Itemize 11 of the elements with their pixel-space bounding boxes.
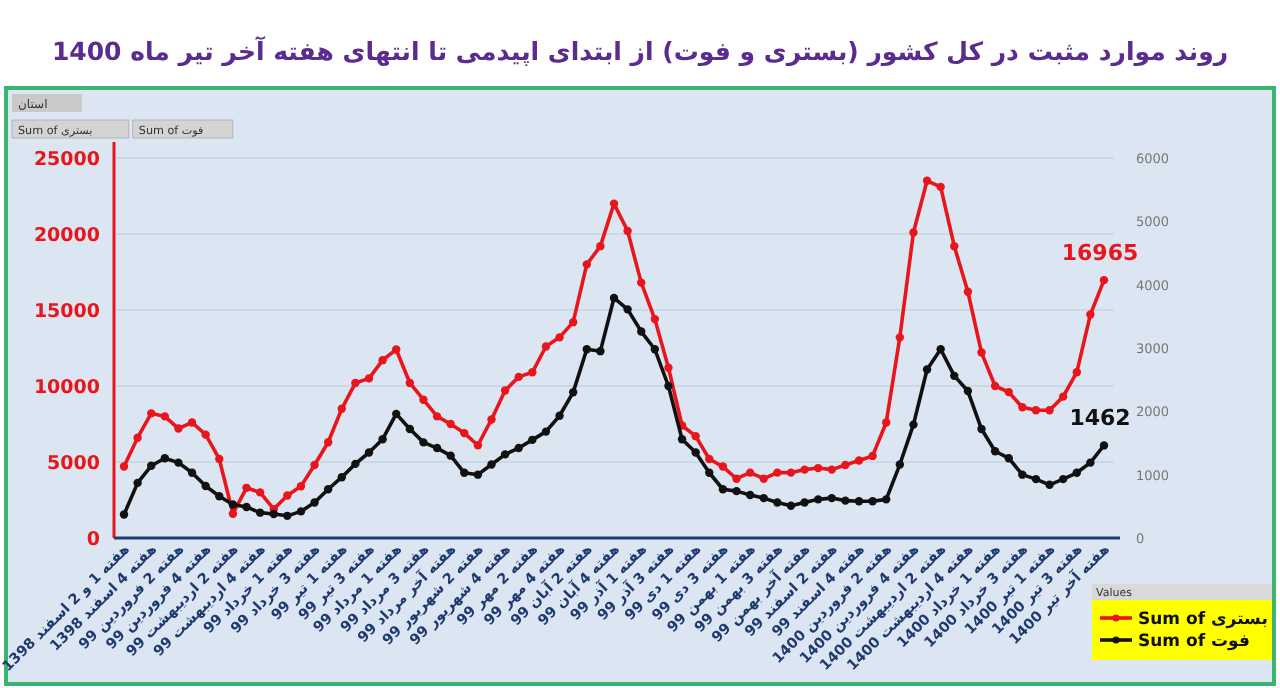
chart-title: روند موارد مثبت در کل کشور (بستری و فوت) از ابتدای اپیدمی تا انتهای هفته آخر تیر ماه 1400: [51, 36, 1229, 68]
y-tick-label: 10000: [33, 377, 101, 399]
y-tick-label: 20000: [33, 225, 101, 247]
y-tick-label: 15000: [33, 301, 101, 323]
y-tick-label: 0: [86, 529, 101, 551]
y-tick-label: 25000: [33, 149, 101, 171]
legend-label: Sum of فوت: [1138, 632, 1250, 652]
y-tick-label: 5000: [47, 453, 101, 475]
data-label: 16965: [1061, 240, 1139, 267]
legend-label: Sum of بستری: [1138, 610, 1268, 630]
data-label: 1462: [1069, 405, 1131, 432]
